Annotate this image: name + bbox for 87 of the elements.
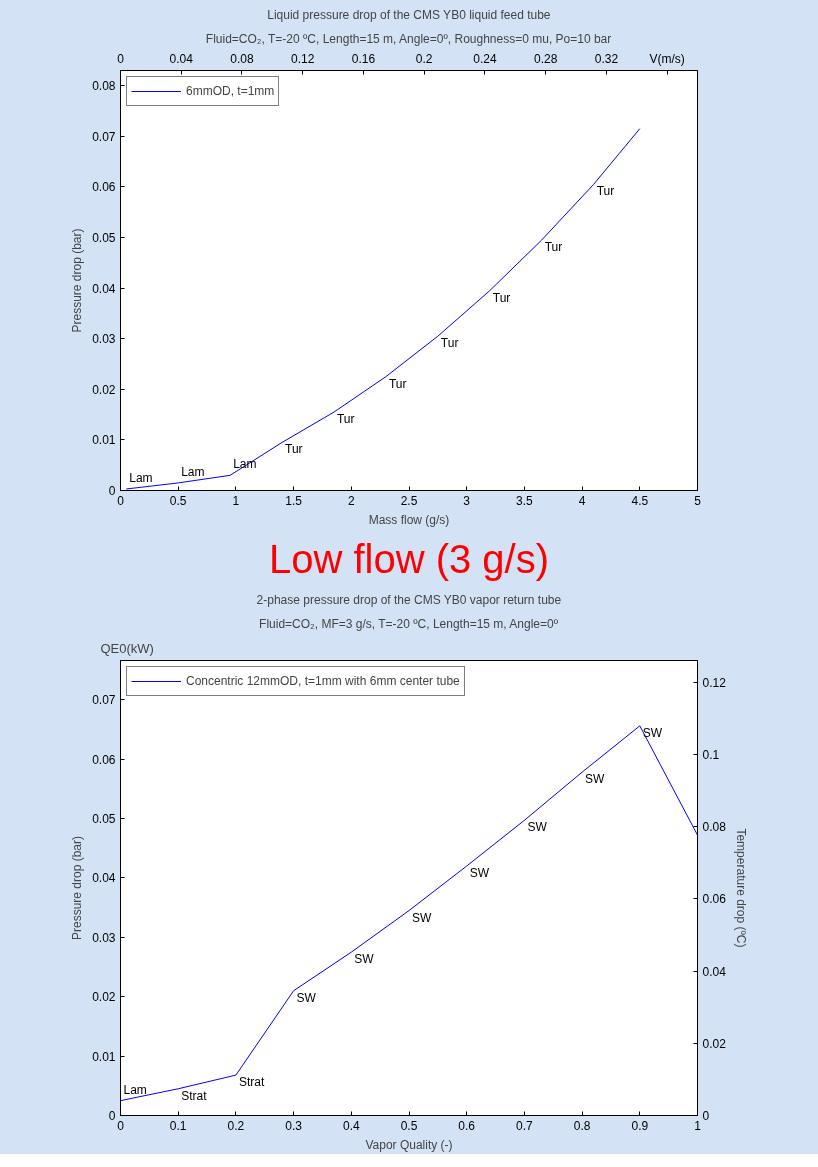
y-tick-label: 0.06 [92, 180, 116, 195]
annotation: Strat [238, 1075, 265, 1090]
annotation: Strat [181, 1088, 208, 1103]
annotation: Tur [544, 240, 563, 255]
annotation: SW [527, 820, 548, 835]
annotation: SW [585, 772, 606, 787]
x-tick-label: 0.9 [631, 1118, 649, 1133]
x-tick-label: 3.5 [516, 493, 534, 508]
x-axis-title: Vapor Quality (-) [365, 1137, 453, 1152]
annotation: Tur [596, 184, 615, 199]
line-series [120, 725, 698, 1102]
x-tick-label: 3 [463, 493, 471, 508]
x2-tick-label: 0.24 [473, 51, 497, 66]
x-tick-label: 4 [578, 493, 586, 508]
legend-label: 6mmOD, t=1mm [186, 84, 275, 98]
annotation: SW [642, 725, 663, 740]
y2-tick-label: 0.02 [702, 1036, 727, 1051]
x-tick-label: 0.5 [169, 493, 187, 508]
y2-tick-label: 0.08 [702, 820, 727, 835]
annotation: Lam [123, 1082, 147, 1097]
annotation: SW [296, 990, 317, 1005]
y-tick-label: 0.03 [92, 332, 116, 347]
x-tick-label: 5 [694, 493, 702, 508]
y-axis-title: Pressure drop (bar) [70, 228, 85, 333]
y2-tick-label: 0.12 [702, 675, 727, 690]
x2-tick-label: 0.16 [351, 51, 376, 66]
annotation: Lam [129, 470, 153, 485]
x-tick-label: 2.5 [400, 493, 418, 508]
x-tick-label: 0.8 [573, 1118, 591, 1133]
y-axis-title: Pressure drop (bar) [70, 835, 85, 941]
y-tick-label: 0.08 [92, 79, 116, 94]
legend-label: Concentric 12mmOD, t=1mm with 6mm center tube [186, 674, 460, 688]
text: Low flow (3 g/s) [268, 536, 550, 581]
annotation: Tur [492, 290, 511, 305]
x2-tick-label: 0.12 [291, 51, 315, 66]
y-tick-label: 0.07 [92, 693, 116, 708]
y-tick-label: 0.07 [92, 129, 116, 144]
y2-tick-label: 0.04 [702, 964, 727, 979]
x2-tick-label: V(m/s) [649, 51, 685, 66]
y-tick-label: 0 [108, 1109, 116, 1123]
annotation: SW [354, 952, 375, 967]
y2-tick-label: 0.06 [702, 892, 727, 907]
x-tick-label: 0.1 [169, 1118, 187, 1133]
x-tick-label: 1 [694, 1118, 702, 1133]
y-tick-label: 0.01 [92, 433, 116, 448]
annotation: Tur [440, 336, 459, 351]
chart-subtitle: Fluid=CO₂, T=-20 ºC, Length=15 m, Angle=0º, Roughness=0 mu, Po=10 bar [205, 31, 612, 46]
text: QE0(kW) [100, 640, 154, 656]
x-tick-label: 4.5 [631, 493, 649, 508]
chart-subtitle: Fluid=CO₂, MF=3 g/s, T=-20 ºC, Length=15 m, Angle=0º [259, 616, 559, 631]
y-tick-label: 0.01 [92, 1049, 116, 1064]
y-tick-label: 0.05 [92, 812, 116, 826]
annotation: SW [469, 866, 490, 881]
annotation: SW [412, 910, 432, 925]
x-tick-label: 1 [232, 493, 240, 508]
y-tick-label: 0.04 [92, 871, 116, 886]
y-tick-label: 0.05 [92, 230, 116, 245]
y2-axis-title: Temperature drop (ºC) [733, 828, 748, 948]
x-tick-label: 0.4 [342, 1118, 360, 1133]
y-tick-label: 0.02 [92, 990, 116, 1005]
x-tick-label: 0.5 [400, 1118, 418, 1133]
x-tick-label: 0.7 [516, 1118, 534, 1133]
x2-tick-label: 0.32 [594, 51, 619, 66]
x-tick-label: 2 [347, 493, 355, 508]
chart-title: Liquid pressure drop of the CMS YB0 liquid feed tube [267, 7, 551, 22]
x-tick-label: 0.2 [227, 1118, 245, 1133]
y-tick-label: 0 [108, 484, 116, 498]
x2-tick-label: 0.28 [533, 51, 558, 66]
y-tick-label: 0.03 [92, 930, 116, 945]
x-tick-label: 1.5 [285, 493, 303, 508]
x2-tick-label: 0.08 [230, 51, 254, 66]
annotation: Tur [336, 412, 355, 427]
annotation: Tur [388, 376, 407, 391]
annotation: Lam [181, 464, 205, 479]
y-tick-label: 0.04 [92, 281, 116, 296]
y2-tick-label: 0 [702, 1109, 710, 1123]
x-axis-title: Mass flow (g/s) [368, 512, 450, 527]
x2-tick-label: 0.2 [415, 51, 433, 66]
x-tick-label: 0.3 [285, 1118, 303, 1133]
chart-title: 2-phase pressure drop of the CMS YB0 vapor return tube [256, 592, 562, 607]
y2-tick-label: 0.1 [702, 747, 720, 762]
line-series [125, 128, 641, 490]
x2-tick-label: 0.04 [169, 51, 194, 66]
x-tick-label: 0.6 [458, 1118, 476, 1133]
y-tick-label: 0.06 [92, 752, 116, 767]
annotation: Tur [285, 442, 303, 457]
y-tick-label: 0.02 [92, 382, 116, 397]
